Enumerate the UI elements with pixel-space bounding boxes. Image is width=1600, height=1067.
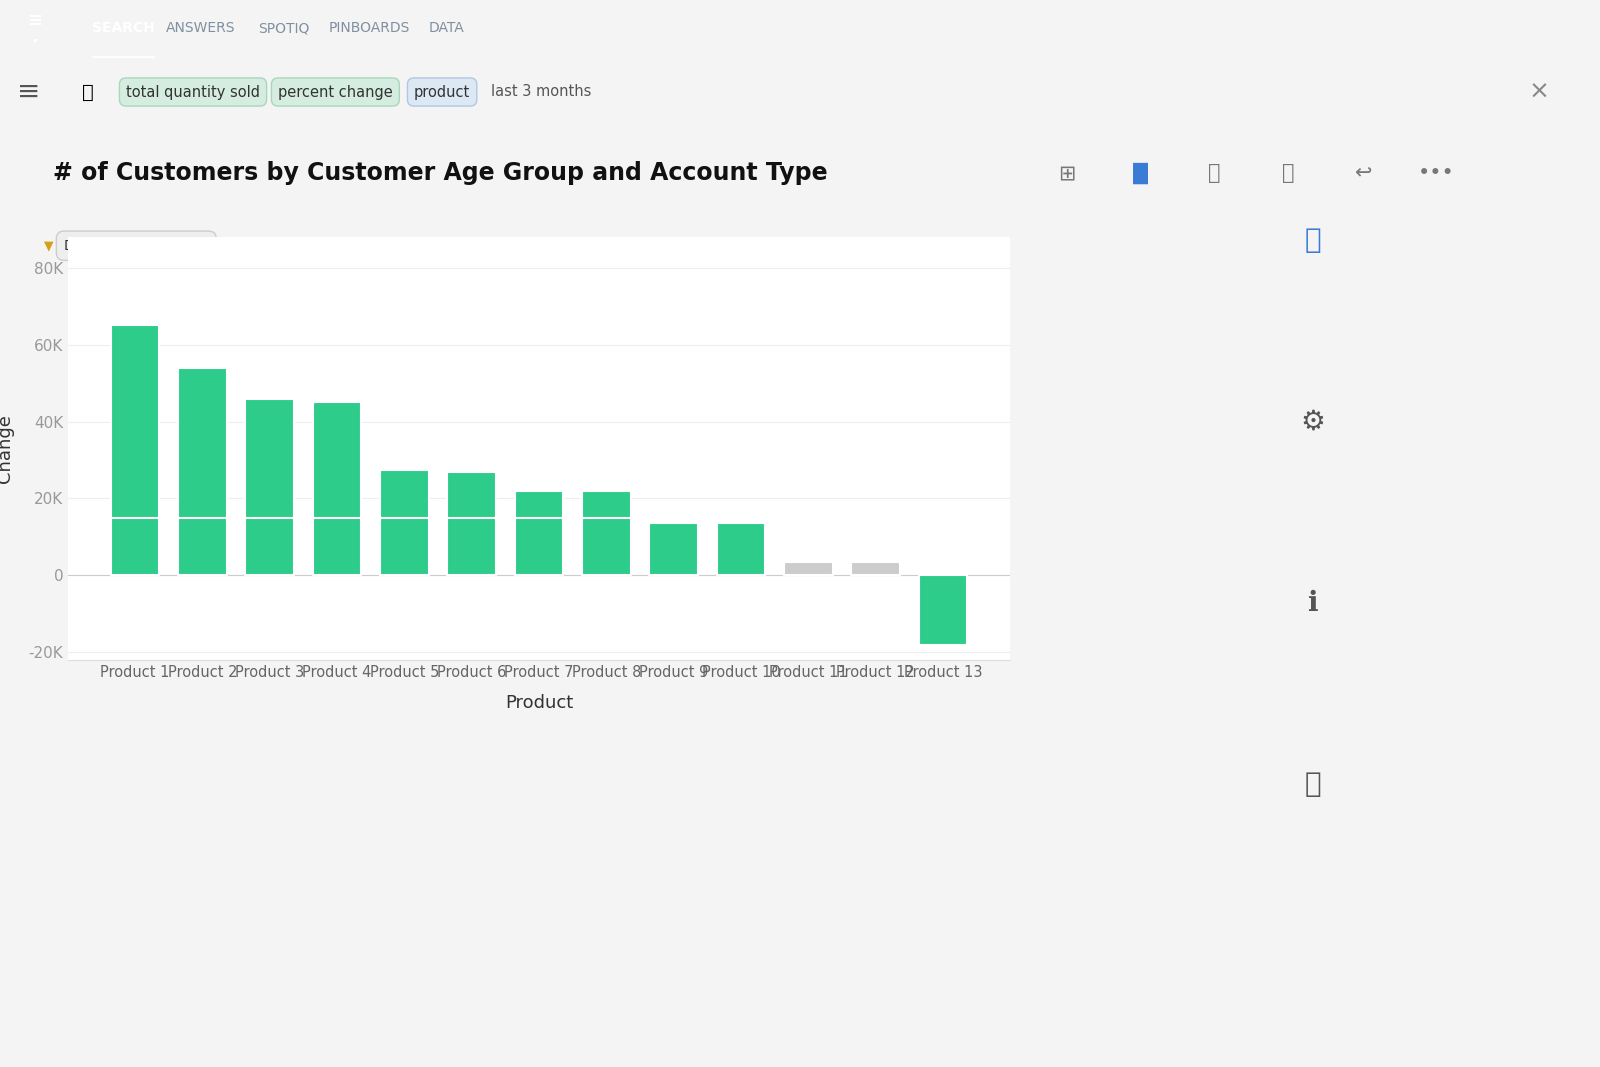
Text: ≡
.: ≡ . (27, 13, 43, 46)
Text: PINBOARDS: PINBOARDS (328, 21, 410, 35)
Text: ANSWERS: ANSWERS (166, 21, 235, 35)
Y-axis label: Change: Change (0, 414, 14, 483)
Text: ▼: ▼ (45, 239, 54, 252)
Bar (312, 402, 362, 575)
Text: last 3 months: last 3 months (491, 84, 592, 99)
Bar (110, 325, 160, 575)
Bar (381, 469, 429, 575)
Bar (717, 524, 765, 575)
Text: Date >= 02/02/2020: Date >= 02/02/2020 (64, 239, 208, 253)
Text: ↩: ↩ (1354, 163, 1371, 184)
Text: 📊: 📊 (1304, 225, 1322, 254)
Bar (784, 562, 832, 575)
Text: 💡: 💡 (1282, 163, 1294, 184)
Bar (448, 472, 496, 575)
Bar (245, 398, 294, 575)
Bar (178, 368, 227, 575)
Text: ⊞: ⊞ (1058, 163, 1075, 184)
Text: •••: ••• (1418, 163, 1454, 184)
Text: DATA: DATA (429, 21, 466, 35)
Text: ≡: ≡ (18, 78, 40, 106)
Bar (851, 562, 899, 575)
X-axis label: Product: Product (506, 694, 573, 712)
Text: ⚙: ⚙ (1301, 408, 1325, 435)
Bar (650, 524, 698, 575)
Text: ▐▌: ▐▌ (1125, 162, 1157, 184)
Text: ×: × (1528, 80, 1549, 103)
Text: 📌: 📌 (1208, 163, 1221, 184)
Text: Ⓡ: Ⓡ (1304, 770, 1322, 798)
Text: ℹ: ℹ (1307, 589, 1318, 617)
Text: SEARCH: SEARCH (91, 21, 155, 35)
Text: 🔍: 🔍 (82, 82, 94, 101)
Text: # of Customers by Customer Age Group and Account Type: # of Customers by Customer Age Group and… (53, 161, 829, 185)
Text: product: product (414, 84, 470, 99)
Bar (515, 491, 563, 575)
Text: total quantity sold: total quantity sold (126, 84, 259, 99)
Bar (918, 575, 966, 644)
Bar (582, 491, 630, 575)
Text: SPOTIQ: SPOTIQ (258, 21, 310, 35)
Text: percent change: percent change (278, 84, 392, 99)
